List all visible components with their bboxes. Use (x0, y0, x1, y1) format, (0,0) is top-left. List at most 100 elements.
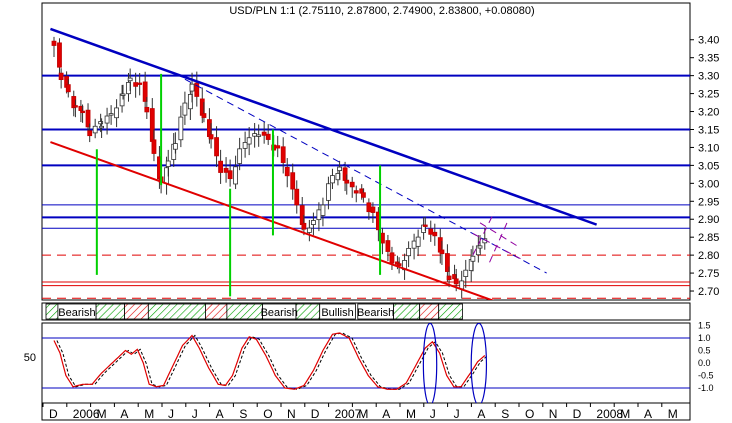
candle-body (311, 220, 316, 225)
candle-body (246, 137, 252, 145)
time-axis-label: D (573, 407, 582, 421)
oscillator-tick-label: -1.0 (698, 383, 714, 393)
band-cell (147, 303, 206, 320)
trend-line (184, 78, 547, 274)
candle-body (280, 146, 286, 163)
candle-body (470, 255, 476, 262)
band-cell (95, 303, 125, 320)
band-label: Bullish (321, 307, 353, 319)
price-tick-label: 3.05 (698, 160, 719, 172)
candle-body (252, 133, 258, 137)
price-tick-label: 2.85 (698, 232, 719, 244)
trend-line (50, 141, 495, 300)
candle-body (366, 202, 372, 213)
candle-body (87, 130, 93, 137)
candle-body (237, 148, 243, 164)
candle-body (385, 240, 391, 252)
candle-body (178, 116, 184, 141)
time-axis-label: N (287, 407, 296, 421)
time-axis-label: J (168, 407, 174, 421)
time-axis-label: O (525, 407, 534, 421)
candle-body (326, 183, 331, 201)
time-axis-label: M (406, 407, 416, 421)
candle-body (233, 166, 238, 185)
candle-body (301, 222, 307, 230)
time-axis-label: A (477, 407, 485, 421)
band-cell (393, 303, 421, 320)
band-label: Bearish (357, 307, 394, 319)
candle-body (265, 133, 271, 140)
price-tick-label: 2.90 (698, 214, 719, 226)
candle-body (396, 263, 402, 266)
oscillator-ellipse (422, 323, 438, 403)
band-cell (226, 303, 263, 320)
candle-body (261, 131, 267, 136)
candle-body (172, 143, 178, 150)
candle-body (330, 175, 335, 184)
candle-body (57, 42, 62, 68)
candle-body (92, 125, 98, 134)
time-axis-label: O (263, 407, 272, 421)
candle-body (182, 102, 188, 116)
band-label: Bearish (58, 307, 95, 319)
candle-body (104, 115, 110, 124)
candle-body (144, 106, 150, 113)
time-axis-label: D (49, 407, 58, 421)
band-cell (124, 303, 149, 320)
time-axis-label: M (620, 407, 630, 421)
candle-body (151, 139, 157, 154)
trend-line (479, 222, 521, 249)
candle-body (99, 125, 104, 129)
candles (51, 36, 488, 299)
candle-body (439, 249, 445, 255)
price-tick-label: 3.30 (698, 71, 719, 83)
candle-body (294, 188, 300, 206)
candle-body (453, 278, 459, 285)
candle-body (214, 137, 219, 157)
time-axis-label: J (454, 407, 460, 421)
candle-body (344, 179, 350, 184)
band-label: Bearish (261, 307, 298, 319)
time-axis-label: A (120, 407, 128, 421)
time-axis-label: 2006 (73, 407, 100, 421)
candle-body (337, 166, 343, 172)
candle-body (51, 40, 57, 46)
candle-body (120, 93, 126, 96)
time-axis-label: N (549, 407, 558, 421)
time-axis-label: 2007 (335, 407, 362, 421)
candle-body (133, 82, 139, 87)
candle-body (165, 160, 171, 167)
candle-body (218, 160, 224, 173)
chart-title: USD/PLN 1:1 (2.75110, 2.87800, 2.74900, … (229, 5, 534, 17)
price-tick-label: 3.15 (698, 124, 719, 136)
price-tick-label: 3.25 (698, 89, 719, 101)
oscillator-tick-label: 0.0 (698, 358, 711, 368)
candle-body (446, 275, 452, 281)
band-cell (295, 303, 321, 320)
candle-body (445, 253, 450, 272)
time-axis-label: A (644, 407, 652, 421)
candle-body (208, 134, 214, 140)
oscillator-ellipse (470, 323, 488, 403)
price-tick-label: 2.75 (698, 268, 719, 280)
trend-lines (50, 27, 598, 300)
oscillator-tick-label: 1.0 (698, 333, 711, 343)
price-levels (42, 74, 690, 299)
trend-line (472, 211, 495, 256)
signal-band: Bearish Bearish Bullish Bearish (45, 303, 463, 320)
candle-body (227, 170, 233, 180)
trend-line (489, 219, 510, 263)
time-axis-label: M (358, 407, 368, 421)
candle-body (306, 227, 312, 233)
chart-frames (41, 2, 691, 421)
oscillator-panel-frame (41, 322, 691, 404)
candle-body (349, 181, 355, 188)
candle-body (242, 142, 248, 149)
candle-body (411, 240, 417, 249)
candle-body (137, 82, 143, 85)
candle-body (58, 72, 64, 80)
candle-body (316, 209, 322, 221)
candle-body (406, 247, 412, 257)
price-tick-label: 3.00 (698, 178, 719, 190)
candle-body (114, 107, 119, 119)
